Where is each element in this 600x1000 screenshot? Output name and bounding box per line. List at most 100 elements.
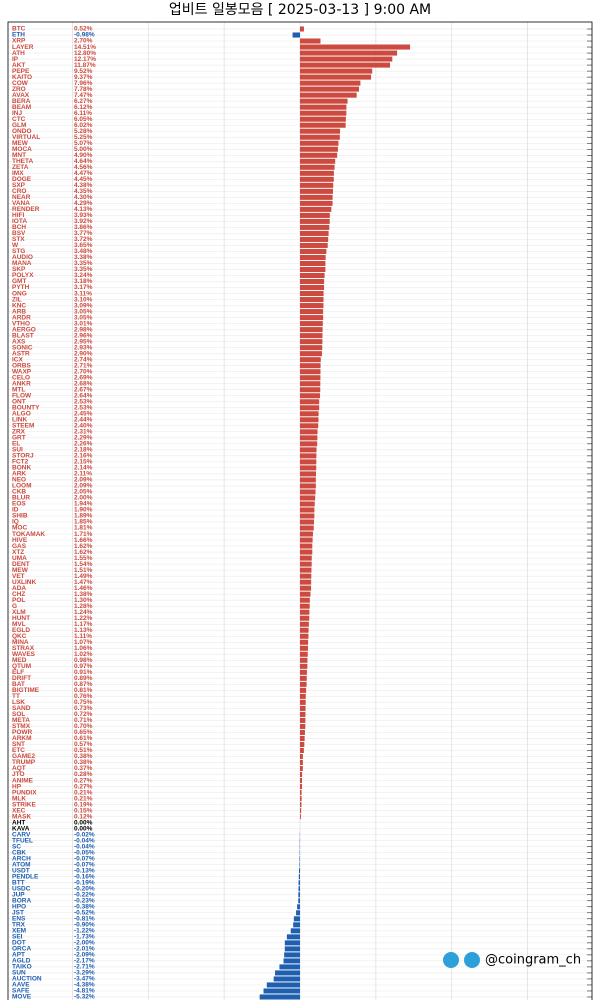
category-label: SUI <box>12 447 23 454</box>
category-label: GAS <box>12 543 27 550</box>
category-label: GMT <box>12 278 26 285</box>
category-label: BAT <box>12 681 25 688</box>
value-label: 0.27% <box>74 783 93 790</box>
value-label: 11.87% <box>74 62 96 69</box>
category-label: JUP <box>12 891 25 898</box>
category-label: EOS <box>12 501 26 508</box>
category-label: BERA <box>12 98 31 105</box>
bar <box>300 747 304 754</box>
value-label: 1.90% <box>74 507 93 514</box>
value-label: 2.29% <box>74 435 93 442</box>
category-label: DRIFT <box>12 675 31 682</box>
value-label: 2.40% <box>74 423 93 430</box>
value-label: 0.00% <box>74 819 93 826</box>
bar <box>300 417 319 423</box>
bar <box>300 26 304 32</box>
value-label: 0.97% <box>74 663 93 670</box>
bar <box>300 303 324 309</box>
value-label: -1.22% <box>74 928 95 935</box>
value-label: -2.71% <box>74 964 95 971</box>
value-label: 3.92% <box>74 218 93 225</box>
value-label: 1.28% <box>74 603 93 610</box>
value-label: 2.11% <box>74 471 92 478</box>
value-label: 0.28% <box>74 771 93 778</box>
bar <box>300 182 334 188</box>
category-label: GRT <box>12 435 26 442</box>
value-label: 6.11% <box>74 110 92 117</box>
bar <box>300 784 303 790</box>
category-label: UXLINK <box>12 579 37 586</box>
bar <box>300 531 313 537</box>
bar <box>300 74 372 80</box>
value-label: 2.67% <box>74 386 93 393</box>
category-label: MOCA <box>12 146 32 153</box>
bar <box>300 110 347 116</box>
value-label: 3.77% <box>74 230 93 237</box>
value-label: 2.53% <box>74 404 93 411</box>
bar <box>300 513 315 519</box>
bar <box>293 916 300 922</box>
value-label: -1.73% <box>74 934 95 941</box>
category-label: MLK <box>12 795 26 802</box>
category-label: THETA <box>12 158 33 165</box>
value-label: -0.22% <box>74 891 95 898</box>
value-label: 2.90% <box>74 350 93 357</box>
value-label: 2.64% <box>74 392 93 399</box>
value-label: 3.05% <box>74 308 93 315</box>
bar <box>300 687 307 693</box>
value-label: 1.55% <box>74 555 93 562</box>
value-label: -0.07% <box>74 855 95 862</box>
bar <box>300 236 329 242</box>
value-label: 2.09% <box>74 483 93 490</box>
category-label: MEW <box>12 567 29 574</box>
bar <box>300 585 312 591</box>
value-label: 4.13% <box>74 206 93 213</box>
value-label: 0.87% <box>74 681 93 688</box>
bar <box>300 158 336 164</box>
category-label: DOT <box>12 940 26 947</box>
category-label: POWR <box>12 729 33 736</box>
chart-title: 업비트 일봉모음 [ 2025-03-13 ] 9:00 AM <box>169 2 431 18</box>
category-label: UMA <box>12 555 27 562</box>
value-label: 1.85% <box>74 519 93 526</box>
category-label: ANIME <box>12 777 34 784</box>
category-label: AGLD <box>12 958 31 965</box>
bar <box>290 928 300 934</box>
value-label: 2.71% <box>74 362 93 369</box>
bar <box>300 615 310 621</box>
category-label: BSV <box>12 230 26 237</box>
bar <box>300 321 323 327</box>
bar <box>300 663 308 669</box>
category-label: POLYX <box>12 272 34 279</box>
value-label: 3.18% <box>74 278 93 285</box>
category-label: COW <box>12 80 29 87</box>
bar <box>300 206 332 212</box>
category-label: XEC <box>12 807 26 814</box>
category-label: HP <box>12 783 22 790</box>
value-label: 2.16% <box>74 453 93 460</box>
value-label: -0.81% <box>74 916 95 923</box>
bar <box>299 856 300 862</box>
category-label: ARK <box>12 471 26 478</box>
value-label: 2.68% <box>74 380 93 387</box>
category-label: STRAX <box>12 645 35 652</box>
bar <box>300 381 321 387</box>
bar <box>300 802 302 808</box>
category-label: FCT2 <box>12 459 29 466</box>
value-label: 1.11% <box>74 633 92 640</box>
category-label: META <box>12 717 30 724</box>
value-label: 2.95% <box>74 338 93 345</box>
value-label: 2.69% <box>74 374 93 381</box>
bar <box>300 98 348 104</box>
value-label: 3.10% <box>74 296 93 303</box>
bar <box>300 772 303 778</box>
value-label: 0.75% <box>74 699 93 706</box>
value-label: 4.90% <box>74 152 93 159</box>
bar <box>300 152 338 158</box>
bar <box>300 423 319 429</box>
value-label: 5.25% <box>74 134 93 141</box>
category-label: SAFE <box>12 988 30 995</box>
bar <box>300 814 301 820</box>
bar <box>300 272 325 279</box>
value-label: 1.46% <box>74 585 93 592</box>
